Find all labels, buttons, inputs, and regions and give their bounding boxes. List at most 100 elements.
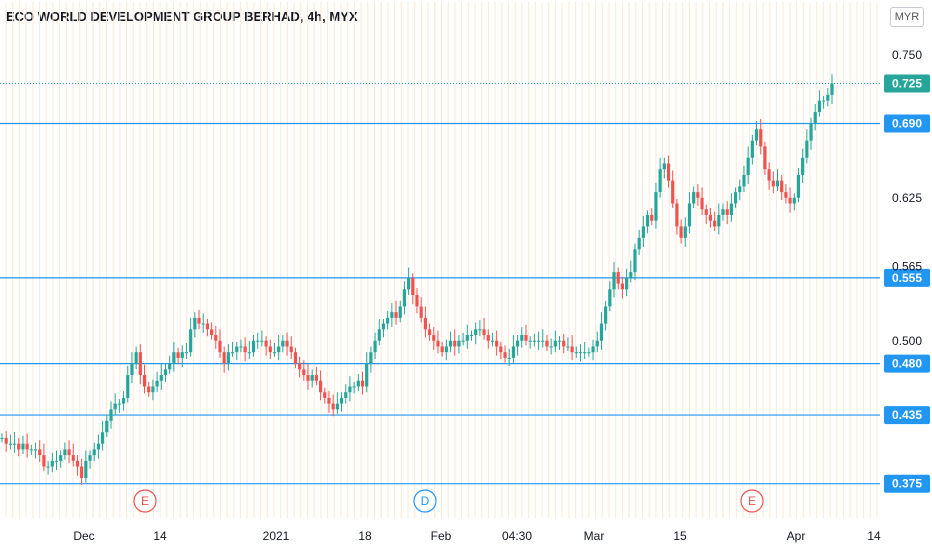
candle-body [268,346,272,353]
candle-body [394,312,398,318]
level-label: 0.480 [892,357,922,371]
candle-body [365,363,369,387]
candle-body [121,397,126,404]
candle-body [780,180,784,193]
candle-body [549,346,553,348]
candle-body [84,460,88,478]
candle-body [201,323,205,325]
candle-body [54,460,59,462]
candle-body [469,335,474,337]
candle-body [180,352,184,358]
candle-body [738,186,742,193]
candle-body [25,443,29,450]
candle-body [792,197,796,204]
candle-body [138,352,142,376]
candle-body [230,352,235,354]
candle-body [817,100,822,113]
candle-body [281,340,285,347]
candle-body [717,214,721,227]
candle-body [784,192,788,198]
candle-body [574,352,578,354]
level-label-bg [884,268,930,287]
level-label-bg [884,406,930,425]
candle-body [813,112,817,124]
currency-button[interactable]: MYR [890,7,924,27]
candle-body [562,340,566,347]
candle-body [356,380,360,387]
candle-body [151,386,155,393]
candle-body [461,340,465,342]
candle-body [377,329,381,341]
x-tick-label: 15 [673,529,687,543]
candle-body [520,335,524,341]
candle-body [700,197,704,210]
candle-body [17,443,21,450]
candle-body [302,369,306,376]
candle-body [624,277,629,290]
candle-body [612,272,616,290]
candle-body [147,386,151,393]
candle-body [113,403,117,410]
last-price-label: 0.725 [892,76,922,90]
x-tick-label: 2021 [263,529,290,543]
last-price-label-bg [884,74,930,93]
candle-body [436,340,440,347]
candle-body [557,340,562,342]
grid [5,2,878,518]
candle-body [516,340,520,347]
candle-body [38,449,42,456]
candle-body [386,317,390,324]
candle-body [218,340,222,353]
y-tick-label: 0.500 [892,334,922,348]
candle-body [683,226,687,238]
candle-body [453,340,457,347]
candle-body [532,340,536,342]
candle-body [92,449,96,456]
candle-body [599,323,604,341]
candle-body [134,352,138,364]
candle-body [247,352,251,354]
candle-body [390,312,394,318]
event-marker [133,489,157,513]
time-axis: Dec 14 2021 18 Feb 04:30 Mar 15 Apr 14 [73,529,881,543]
candle-body [763,146,767,170]
candle-body [339,397,344,404]
price-axis: 0.690 0.555 0.480 0.435 0.375 0.750 0.625 0.565… [884,48,930,493]
candle-body [474,329,478,336]
candle-body [398,306,402,318]
candle-body [482,329,486,336]
candle-body [708,214,713,221]
candle-body [33,449,38,451]
candle-body [155,380,159,387]
candle-body [511,346,516,358]
level-label: 0.690 [892,116,922,130]
candle-body [310,375,314,381]
candle-body [243,346,247,353]
horizontal-levels [0,122,880,485]
candle-body [440,346,444,353]
candle-body [8,443,12,445]
candle-body [50,460,54,467]
candle-body [159,375,163,381]
candle-body [235,346,239,353]
candle-body [96,443,101,450]
candle-body [641,226,645,238]
candle-body [109,409,113,421]
candle-body [306,375,310,381]
candle-body [222,352,226,364]
candle-body [604,306,608,324]
candle-body [654,192,658,221]
candle-body [759,129,763,147]
candle-body [650,214,654,221]
candle-body [193,317,197,330]
x-tick-label: Apr [787,529,806,543]
candle-body [591,346,595,353]
candle-body [209,329,214,336]
candle-body [725,209,729,215]
candle-body [331,403,335,410]
candle-body [71,455,75,461]
candle-body [21,443,25,450]
candle-body [130,363,134,376]
candle-body [729,203,733,215]
